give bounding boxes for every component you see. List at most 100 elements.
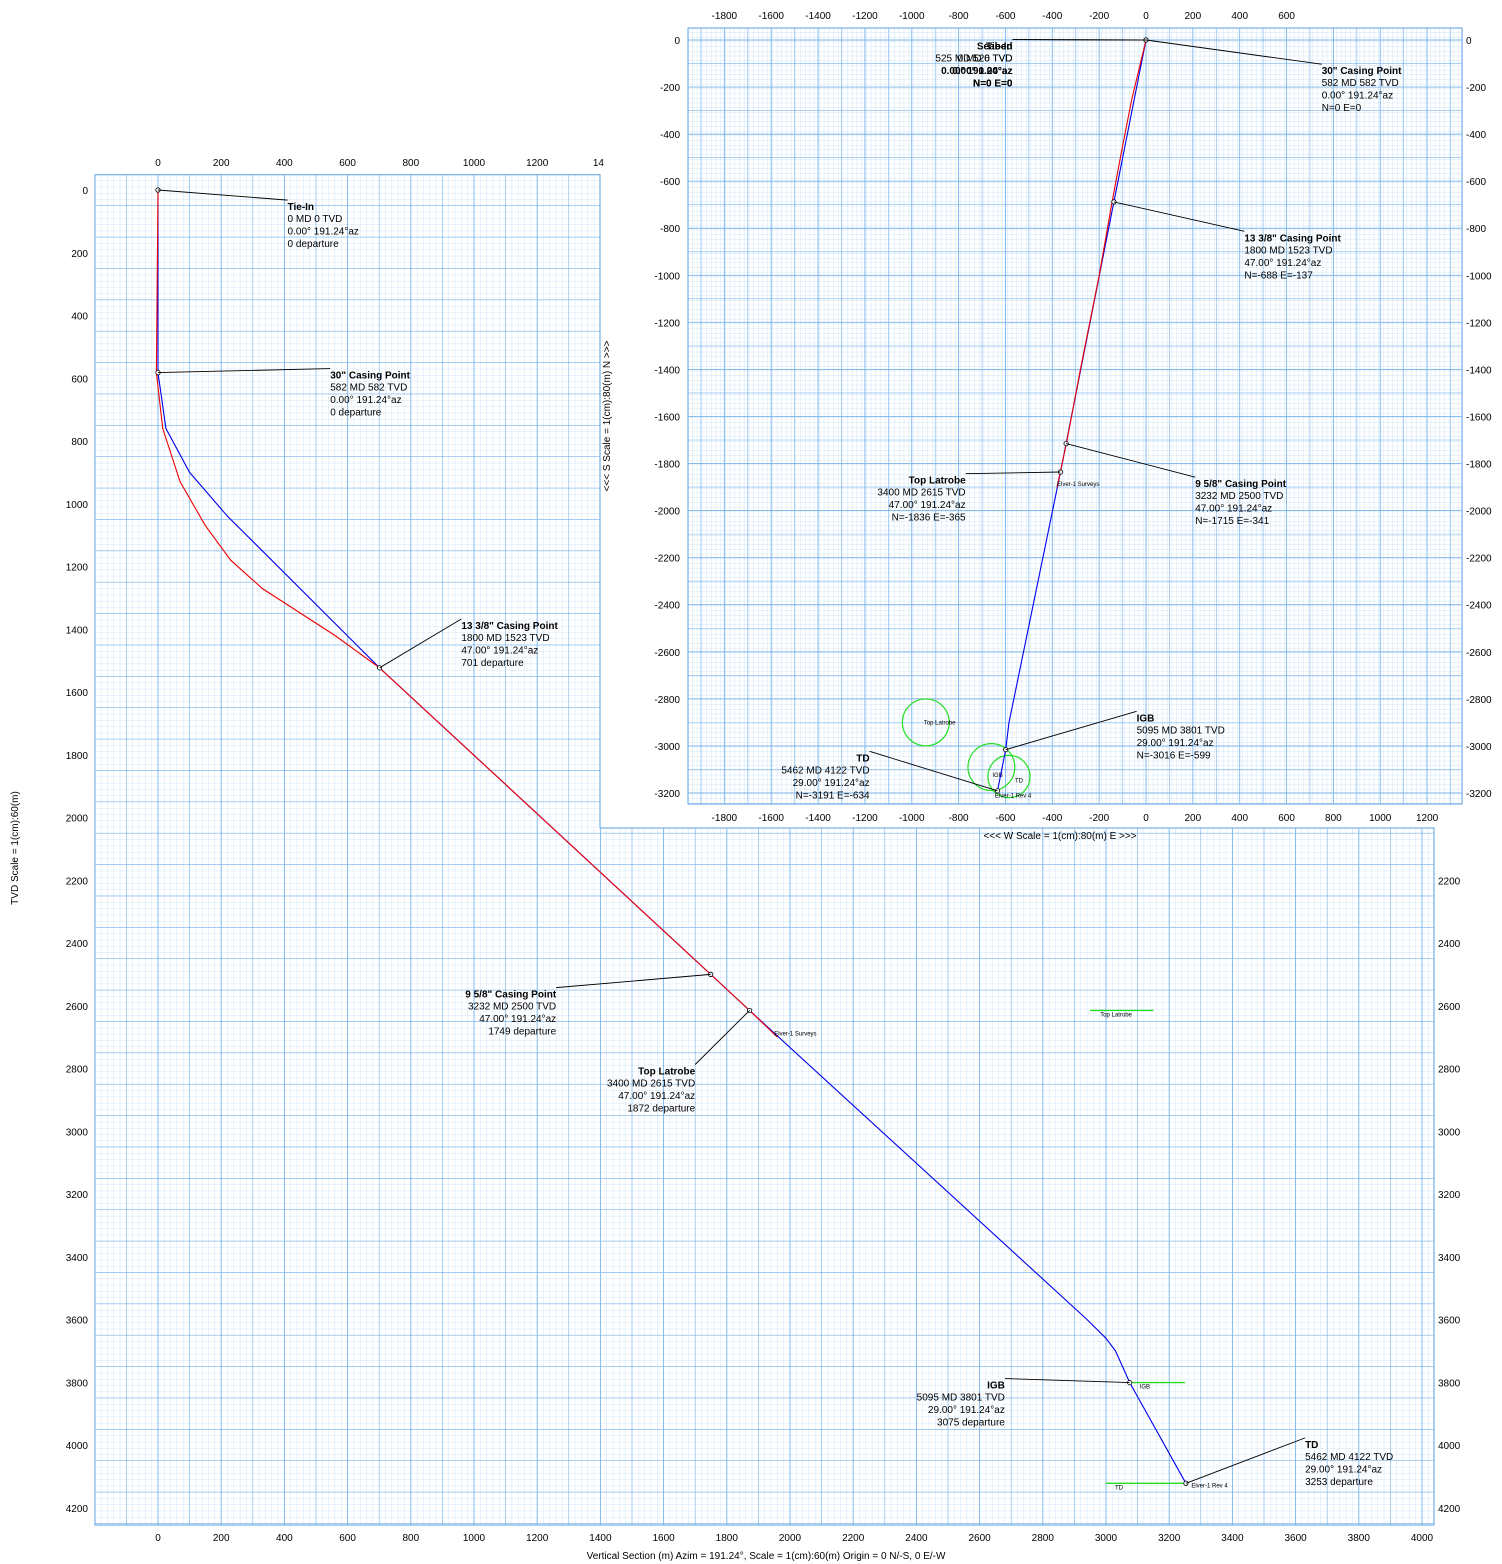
vs-right-y-tick-label: 4000 (1438, 1441, 1461, 1452)
pv-top-x-tick-label: -600 (995, 11, 1015, 22)
vs-well-paths: Elver-1 Surveys Elver-1 Rev 4 (155, 189, 1228, 1489)
pv-right-y-tick-label: -1200 (1466, 318, 1492, 329)
pv-annotation-line: 525 MD 526 TVD (935, 54, 1012, 65)
pv-annotation-line: 0 MD 0 TVD (958, 54, 1013, 65)
vs-leader-line (556, 973, 711, 989)
vs-x-tick-label: 800 (402, 1533, 419, 1544)
pv-x-tick-label: 800 (1325, 813, 1342, 824)
vs-y-tick-label: 600 (71, 374, 88, 385)
pv-right-y-tick-label: -2400 (1466, 601, 1492, 612)
pv-top-x-tick-label: -200 (1089, 11, 1109, 22)
vs-top-x-tick-label: 14 (593, 158, 605, 169)
vs-leader-line (157, 368, 331, 374)
vs-x-tick-label: 3600 (1284, 1533, 1307, 1544)
pv-annotation-title: 30" Casing Point (1322, 66, 1402, 77)
pv-top-x-tick-label: 400 (1231, 11, 1248, 22)
pv-y-tick-label: -2600 (654, 648, 680, 659)
vs-annotation-line: 701 departure (461, 658, 524, 669)
pv-x-tick-label: 0 (1143, 813, 1149, 824)
pv-annotation-line: N=0 E=0 (973, 79, 1013, 90)
vs-x-tick-label: 1000 (463, 1533, 486, 1544)
pv-top-x-tick-label: -1000 (899, 11, 925, 22)
vs-right-y-tick-label: 4200 (1438, 1504, 1461, 1515)
pv-annotation-line: 0.00° 0.00°az (952, 66, 1012, 77)
vs-annotation-title: TD (1305, 1440, 1318, 1451)
pv-y-tick-label: -400 (660, 130, 680, 141)
pv-x-tick-label: 1200 (1416, 813, 1439, 824)
vs-x-tick-label: 3400 (1221, 1533, 1244, 1544)
pv-x-tick-label: -1000 (899, 813, 925, 824)
vs-y-tick-label: 2400 (66, 939, 89, 950)
vs-x-tick-label: 200 (213, 1533, 230, 1544)
vs-x-tick-label: 2200 (842, 1533, 865, 1544)
pv-y-tick-label: -2200 (654, 554, 680, 565)
pv-leader-line (1005, 710, 1137, 751)
pv-annotation-line: 5095 MD 3801 TVD (1137, 725, 1225, 736)
pv-y-tick-label: -1800 (654, 460, 680, 471)
vs-top-x-tick-label: 600 (339, 158, 356, 169)
vs-y-tick-label: 400 (71, 312, 88, 323)
pv-y-tick-label: -2800 (654, 695, 680, 706)
pv-right-y-tick-label: -1800 (1466, 460, 1492, 471)
pv-right-y-tick-label: -600 (1466, 177, 1486, 188)
pv-well-label: Elver-1 Surveys (1057, 482, 1099, 488)
pv-right-y-tick-label: -800 (1466, 224, 1486, 235)
pv-annotation-line: 3400 MD 2615 TVD (877, 488, 965, 499)
pv-right-y-tick-label: 0 (1466, 36, 1472, 47)
vs-tick-labels: 0 200 400 600 800 1000 1200 1400 1600 1800 2000 220… (66, 158, 1461, 1544)
pv-x-tick-label: -400 (1042, 813, 1062, 824)
vs-x-tick-label: 1200 (526, 1533, 549, 1544)
vs-annotation-title: Tie-In (288, 202, 314, 213)
vs-annotation-line: 3400 MD 2615 TVD (607, 1079, 695, 1090)
vs-x-tick-label: 400 (276, 1533, 293, 1544)
vs-annotation-line: 3253 departure (1305, 1477, 1373, 1488)
vs-annotation-line: 29.00° 191.24°az (928, 1405, 1005, 1416)
pv-leader-line (965, 471, 1061, 475)
pv-annotation-title: 9 5/8" Casing Point (1195, 479, 1287, 490)
pv-series-line (1056, 39, 1147, 488)
vs-top-x-tick-label: 400 (276, 158, 293, 169)
pv-right-y-tick-label: -2800 (1466, 695, 1492, 706)
pv-annotation-line: 29.00° 191.24°az (793, 778, 870, 789)
pv-annotation-title: 13 3/8" Casing Point (1244, 233, 1341, 244)
pv-top-x-tick-label: -1600 (758, 11, 784, 22)
vs-leader-line (694, 1010, 750, 1065)
pv-x-tick-label: -1600 (758, 813, 784, 824)
pv-x-tick-label: -1800 (712, 813, 738, 824)
vs-x-axis-label: Vertical Section (m) Azim = 191.24°, Sca… (587, 1551, 946, 1562)
vs-x-tick-label: 3000 (1095, 1533, 1118, 1544)
vs-leader-line (379, 618, 462, 669)
vs-leader-line (157, 189, 288, 201)
vs-x-tick-label: 600 (339, 1533, 356, 1544)
vs-x-tick-label: 1600 (652, 1533, 675, 1544)
vs-right-y-tick-label: 3200 (1438, 1190, 1461, 1201)
vs-leader-line (1004, 1378, 1130, 1384)
vs-right-y-tick-label: 3600 (1438, 1316, 1461, 1327)
pv-annotation-title: TD (856, 753, 869, 764)
vs-annotation-line: 0 departure (288, 239, 340, 250)
vs-annotation-line: 5095 MD 3801 TVD (917, 1393, 1005, 1404)
vs-y-tick-label: 3600 (66, 1316, 89, 1327)
pv-annotation-line: 47.00° 191.24°az (1195, 504, 1272, 515)
pv-right-y-tick-label: -1000 (1466, 271, 1492, 282)
vs-y-tick-label: 1600 (66, 688, 89, 699)
pv-right-y-tick-label: -1400 (1466, 365, 1492, 376)
pv-annotation-line: N=-3191 E=-634 (796, 790, 870, 801)
pv-annotation-line: N=-1836 E=-365 (892, 513, 966, 524)
vs-target-label: TD (1115, 1485, 1124, 1491)
pv-x-tick-label: 400 (1231, 813, 1248, 824)
pv-top-x-tick-label: -1200 (852, 11, 878, 22)
vs-annotation-line: 29.00° 191.24°az (1305, 1464, 1382, 1475)
vs-y-tick-label: 3000 (66, 1127, 89, 1138)
pv-y-tick-label: -2400 (654, 601, 680, 612)
plan-view-plot: Top Latrobe IGB TD Elver-1 Surveys Elver-1 … (654, 11, 1492, 824)
pv-right-y-tick-label: -2000 (1466, 507, 1492, 518)
vs-annotation-line: 3232 MD 2500 TVD (468, 1002, 556, 1013)
